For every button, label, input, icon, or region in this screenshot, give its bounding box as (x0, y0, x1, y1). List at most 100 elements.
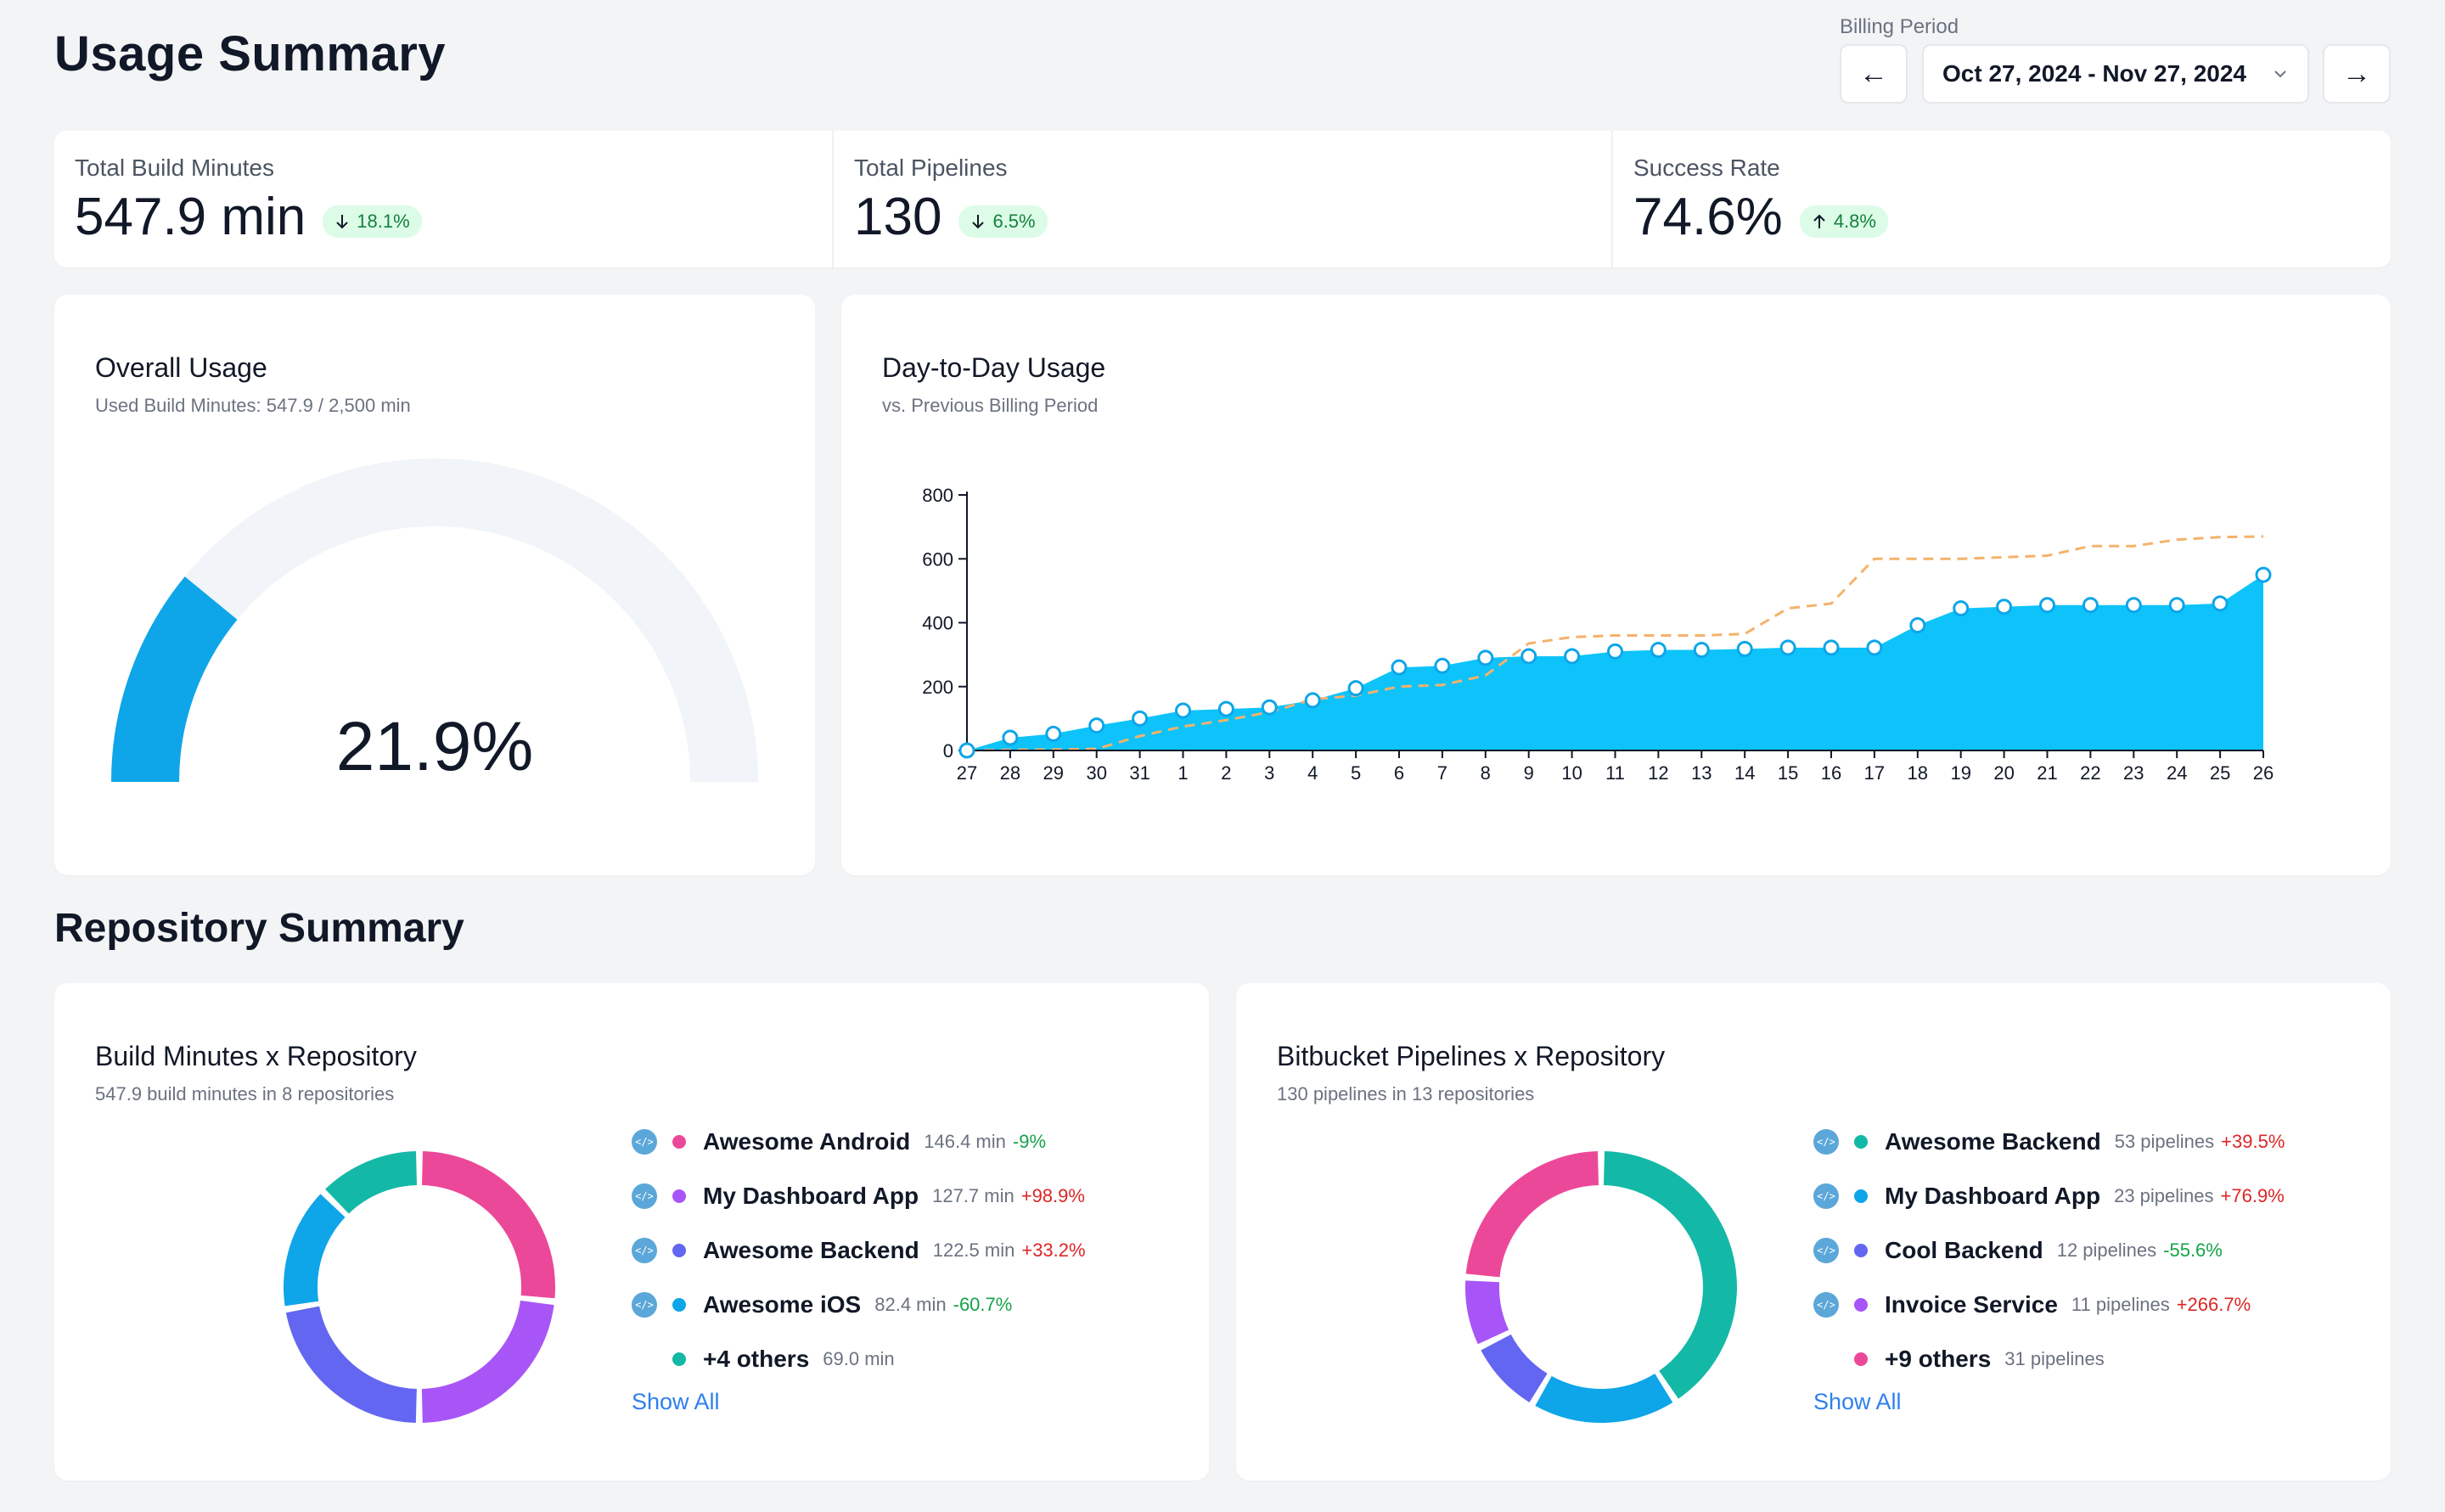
data-point[interactable] (2212, 595, 2229, 612)
repo-value: 12 pipelines (2056, 1239, 2157, 1261)
pipelines-legend: </> Awesome Backend 53 pipelines +39.5% </> M… (1813, 1115, 2285, 1386)
x-tick-label: 25 (2210, 762, 2230, 784)
donut-slice[interactable] (325, 1151, 418, 1214)
data-point[interactable] (1261, 699, 1278, 716)
data-point[interactable] (1650, 641, 1667, 658)
legend-item[interactable]: +4 others 69.0 min (632, 1332, 1086, 1386)
change-value: 4.8% (1833, 210, 1876, 232)
stat-value: 130 (854, 188, 942, 246)
data-point[interactable] (1434, 657, 1451, 674)
data-point[interactable] (1564, 648, 1581, 665)
billing-period-label: Billing Period (1840, 15, 1959, 38)
donut-slice[interactable] (421, 1300, 554, 1423)
data-point[interactable] (1866, 639, 1883, 656)
data-point[interactable] (1002, 729, 1019, 746)
donut-slice[interactable] (1465, 1151, 1599, 1278)
repo-value: 53 pipelines (2114, 1131, 2215, 1152)
data-point[interactable] (1520, 648, 1537, 665)
data-point[interactable] (2082, 597, 2099, 614)
build-minutes-by-repo-card: Build Minutes x Repository 547.9 build m… (54, 983, 1209, 1481)
data-point[interactable] (1477, 649, 1494, 666)
donut-slice[interactable] (285, 1306, 417, 1423)
data-point[interactable] (958, 742, 975, 759)
legend-item[interactable]: </> Awesome iOS 82.4 min -60.7% (632, 1278, 1086, 1332)
x-tick-label: 23 (2123, 762, 2144, 784)
x-tick-label: 14 (1734, 762, 1755, 784)
x-tick-label: 1 (1178, 762, 1188, 784)
legend-item[interactable]: </> Cool Backend 12 pipelines -55.6% (1813, 1223, 2285, 1278)
x-tick-label: 8 (1481, 762, 1491, 784)
stat-value: 74.6% (1633, 188, 1783, 246)
data-point[interactable] (1347, 680, 1364, 697)
data-point[interactable] (1304, 692, 1321, 709)
legend-item[interactable]: </> Invoice Service 11 pipelines +266.7% (1813, 1278, 2285, 1332)
donut-slice[interactable] (1465, 1280, 1509, 1345)
donut-slice[interactable] (1603, 1151, 1737, 1399)
previous-period-line (966, 535, 2264, 752)
code-icon: </> (1813, 1238, 1839, 1263)
show-all-link[interactable]: Show All (1813, 1389, 1902, 1414)
next-period-button[interactable]: → (2323, 44, 2391, 104)
data-point[interactable] (1909, 617, 1926, 634)
legend-item[interactable]: +9 others 31 pipelines (1813, 1332, 2285, 1386)
legend-item[interactable]: </> Awesome Backend 122.5 min +33.2% (632, 1223, 1086, 1278)
stat-label: Total Build Minutes (75, 155, 275, 181)
legend-item[interactable]: </> Awesome Android 146.4 min -9% (632, 1115, 1086, 1169)
data-point[interactable] (1607, 643, 1623, 660)
x-tick-label: 26 (2253, 762, 2274, 784)
x-tick-label: 29 (1043, 762, 1064, 784)
repo-name: Invoice Service (1885, 1291, 2058, 1318)
x-tick-label: 6 (1394, 762, 1404, 784)
data-point[interactable] (1217, 700, 1234, 717)
chevron-down-icon (2274, 70, 2286, 78)
repo-change: -9% (1012, 1131, 1047, 1152)
legend-color-dot (672, 1189, 686, 1203)
x-tick-label: 3 (1264, 762, 1274, 784)
donut-slice[interactable] (1535, 1373, 1673, 1423)
change-value: 18.1% (357, 210, 410, 232)
stat-label: Total Pipelines (854, 155, 1008, 181)
data-point[interactable] (1779, 639, 1796, 656)
data-point[interactable] (1088, 717, 1105, 734)
repo-change: +39.5% (2221, 1131, 2285, 1152)
data-point[interactable] (1391, 659, 1408, 676)
card-title: Bitbucket Pipelines x Repository (1277, 1041, 1666, 1071)
legend-color-dot (1854, 1298, 1868, 1312)
data-point[interactable] (2255, 566, 2272, 583)
card-title: Build Minutes x Repository (95, 1041, 417, 1071)
legend-item[interactable]: </> My Dashboard App 127.7 min +98.9% (632, 1169, 1086, 1223)
repo-name: +9 others (1885, 1346, 1992, 1372)
data-point[interactable] (1132, 710, 1149, 727)
stat-value: 547.9 min (75, 188, 306, 246)
donut-slice[interactable] (1481, 1334, 1548, 1402)
data-point[interactable] (1693, 641, 1710, 658)
billing-period-select[interactable]: Oct 27, 2024 - Nov 27, 2024 (1922, 44, 2309, 104)
data-point[interactable] (2168, 597, 2185, 614)
card-title: Overall Usage (95, 352, 267, 383)
data-point[interactable] (1953, 600, 1970, 617)
data-point[interactable] (2125, 597, 2142, 614)
legend-item[interactable]: </> Awesome Backend 53 pipelines +39.5% (1813, 1115, 2285, 1169)
repo-name: +4 others (703, 1346, 810, 1372)
code-icon: </> (632, 1292, 657, 1318)
data-point[interactable] (1175, 702, 1191, 719)
code-icon: </> (632, 1129, 657, 1155)
data-point[interactable] (1823, 639, 1840, 656)
x-tick-label: 22 (2080, 762, 2100, 784)
repo-change: -60.7% (953, 1294, 1013, 1315)
legend-item[interactable]: </> My Dashboard App 23 pipelines +76.9% (1813, 1169, 2285, 1223)
legend-color-dot (672, 1135, 686, 1149)
previous-period-button[interactable]: ← (1840, 44, 1908, 104)
data-point[interactable] (1996, 599, 2013, 615)
repository-summary-title: Repository Summary (54, 906, 464, 951)
data-point[interactable] (1045, 725, 1062, 742)
donut-slice[interactable] (284, 1194, 346, 1307)
data-point[interactable] (2039, 597, 2055, 614)
show-all-link[interactable]: Show All (632, 1389, 720, 1414)
donut-slice[interactable] (421, 1151, 555, 1299)
change-badge: 18.1% (323, 205, 422, 238)
repo-value: 11 pipelines (2071, 1294, 2170, 1315)
y-tick-label: 400 (922, 613, 953, 634)
data-point[interactable] (1736, 640, 1753, 657)
